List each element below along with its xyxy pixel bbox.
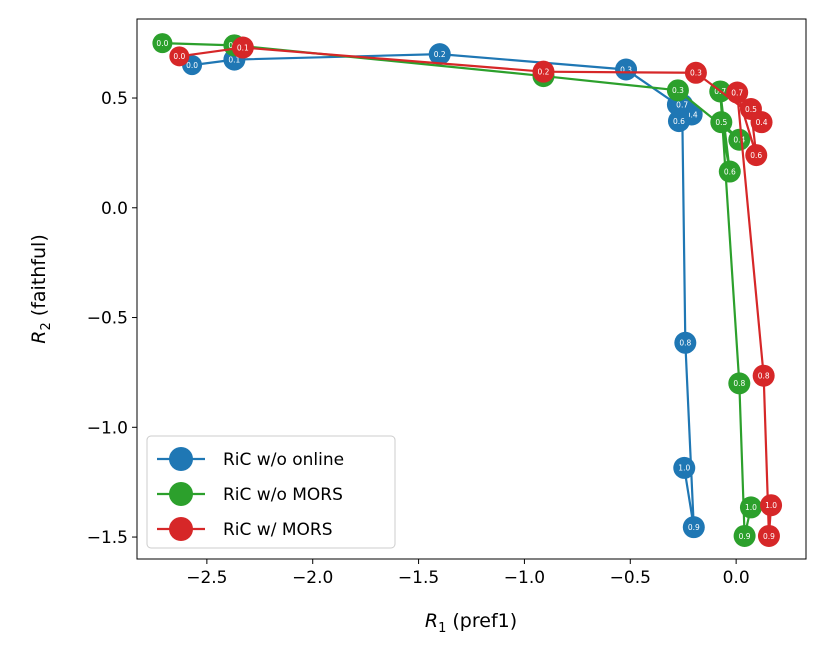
data-point [752, 364, 775, 387]
y-axis: 0.5 0.0 −0.5 −1.0 −1.5 [87, 89, 137, 548]
data-point-label: 0.2 [434, 50, 446, 59]
data-point [728, 128, 751, 151]
data-point-label: 1.0 [745, 503, 757, 512]
data-point-label: 0.6 [750, 151, 762, 160]
data-point-label: 0.7 [676, 100, 688, 109]
data-point [728, 372, 751, 395]
data-point [760, 494, 783, 517]
plot-area: 0.00.10.20.30.40.50.60.70.80.91.00.00.10… [152, 33, 783, 547]
data-point [231, 36, 254, 59]
data-point-label: 1.0 [678, 464, 690, 473]
series-0: 0.00.10.20.30.40.50.60.70.80.91.0 [182, 43, 705, 539]
x-tick-label: −1.5 [398, 568, 439, 588]
data-point-label: 0.1 [228, 55, 240, 64]
legend-entry: RiC w/o MORS [157, 482, 343, 506]
data-point-label: 0.3 [620, 65, 632, 74]
data-point-label: 0.8 [758, 372, 770, 381]
data-point [615, 58, 638, 81]
data-point-label: 0.6 [673, 117, 685, 126]
data-point [733, 524, 756, 547]
data-point [169, 46, 190, 67]
y-tick-label: −1.5 [87, 528, 128, 548]
data-point-label: 0.6 [724, 167, 736, 176]
x-axis: −2.5 −2.0 −1.5 −1.0 −0.5 0.0 [186, 559, 750, 588]
data-point-label: 0.4 [686, 110, 698, 119]
data-point-label: 0.4 [756, 118, 768, 127]
data-point-label: 0.9 [763, 532, 775, 541]
data-point-label: 0.5 [745, 105, 757, 114]
data-point [726, 81, 749, 104]
legend-marker [169, 447, 193, 471]
series-1: 0.0 0.1 0.2 0.3 0.4 0.5 0.6 0.7 0.8 0.9 1.0 [152, 33, 762, 547]
data-point-label: 0.3 [672, 86, 684, 95]
data-point [739, 98, 762, 120]
y-tick-label: 0.5 [101, 89, 128, 109]
data-point-label: 0.9 [688, 523, 700, 532]
x-tick-label: −2.0 [292, 568, 333, 588]
data-point [739, 496, 762, 519]
data-point [666, 79, 689, 102]
data-point [673, 456, 696, 479]
data-point-label: 0.0 [173, 52, 185, 61]
data-point-label: 0.8 [679, 339, 691, 348]
data-point-label: 0.1 [237, 43, 249, 52]
data-point-label: 0.9 [739, 532, 751, 541]
legend-entry: RiC w/ MORS [157, 517, 333, 541]
legend-entry: RiC w/o online [157, 447, 344, 471]
x-tick-label: −0.5 [610, 568, 651, 588]
data-point [718, 160, 741, 183]
data-point [674, 331, 697, 354]
legend-box [146, 435, 396, 549]
data-point-label: 0.2 [538, 67, 550, 76]
legend: RiC w/o online RiC w/o MORS RiC w/ MORS [146, 435, 396, 549]
data-point-label: 1.0 [765, 501, 777, 510]
data-point [682, 516, 705, 539]
x-tick-label: −2.5 [186, 568, 227, 588]
y-axis-label: R2 (faithful) [28, 234, 54, 343]
data-point [428, 43, 451, 66]
data-point-label: 0.8 [733, 379, 745, 388]
data-point [152, 33, 173, 54]
series-2: 0.0 0.1 0.2 0.3 0.4 0.5 0.6 0.7 0.8 0.9 1.0 [169, 36, 783, 547]
x-tick-label: −1.0 [504, 568, 545, 588]
legend-marker [169, 482, 193, 506]
y-tick-label: 0.0 [101, 199, 128, 219]
x-tick-label: 0.0 [723, 568, 750, 588]
data-point [532, 60, 555, 83]
y-tick-label: −1.0 [87, 418, 128, 438]
data-point [667, 110, 690, 133]
data-point-label: 0.0 [186, 61, 198, 70]
data-point-label: 0.3 [690, 69, 702, 78]
data-point-label: 0.5 [715, 118, 727, 127]
legend-marker [169, 517, 193, 541]
data-point-label: 0.4 [733, 136, 745, 145]
data-point [684, 61, 707, 84]
plot-frame [136, 18, 807, 560]
legend-label: RiC w/o MORS [223, 485, 343, 505]
data-point-label: 0.7 [731, 88, 743, 97]
data-point [745, 144, 768, 167]
data-point [757, 524, 780, 547]
legend-label: RiC w/ MORS [223, 520, 333, 540]
data-point-label: 0.0 [156, 39, 168, 48]
legend-label: RiC w/o online [223, 450, 344, 470]
x-axis-label: R1 (pref1) [425, 610, 517, 636]
data-point [710, 111, 733, 134]
y-tick-label: −0.5 [87, 309, 128, 329]
